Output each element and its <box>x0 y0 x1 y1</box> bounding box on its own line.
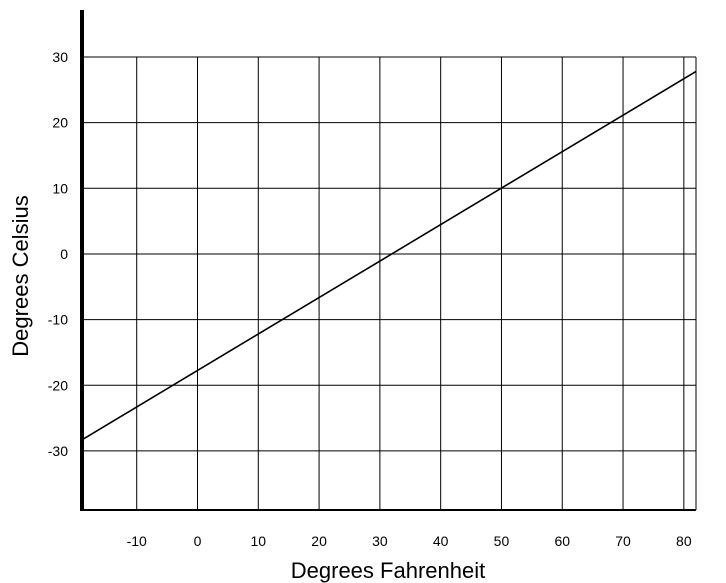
series-line <box>81 70 697 441</box>
x-tick-label: 70 <box>615 533 631 549</box>
x-tick-label: -10 <box>127 533 147 549</box>
x-tick-label: 10 <box>251 533 267 549</box>
y-tick-label: 0 <box>60 246 68 262</box>
x-axis-title: Degrees Fahrenheit <box>291 558 485 583</box>
x-tick-label: 30 <box>372 533 388 549</box>
axes <box>80 10 697 511</box>
x-tick-label: 80 <box>676 533 692 549</box>
y-tick-label: -20 <box>48 377 68 393</box>
x-tick-labels: -10 0 10 20 30 40 50 60 70 80 <box>127 533 692 549</box>
y-tick-label: 10 <box>52 180 68 196</box>
y-axis-title: Degrees Celsius <box>8 195 33 356</box>
x-tick-label: 20 <box>311 533 327 549</box>
x-tick-label: 50 <box>494 533 510 549</box>
grid <box>82 56 696 510</box>
x-tick-label: 60 <box>554 533 570 549</box>
y-tick-label: 30 <box>52 49 68 65</box>
x-tick-label: 40 <box>433 533 449 549</box>
y-tick-label: 20 <box>52 115 68 131</box>
x-tick-label: 0 <box>194 533 202 549</box>
y-tick-labels: 30 20 10 0 -10 -20 -30 <box>48 49 68 459</box>
plot-area <box>81 70 697 441</box>
y-tick-label: -30 <box>48 443 68 459</box>
y-tick-label: -10 <box>48 312 68 328</box>
